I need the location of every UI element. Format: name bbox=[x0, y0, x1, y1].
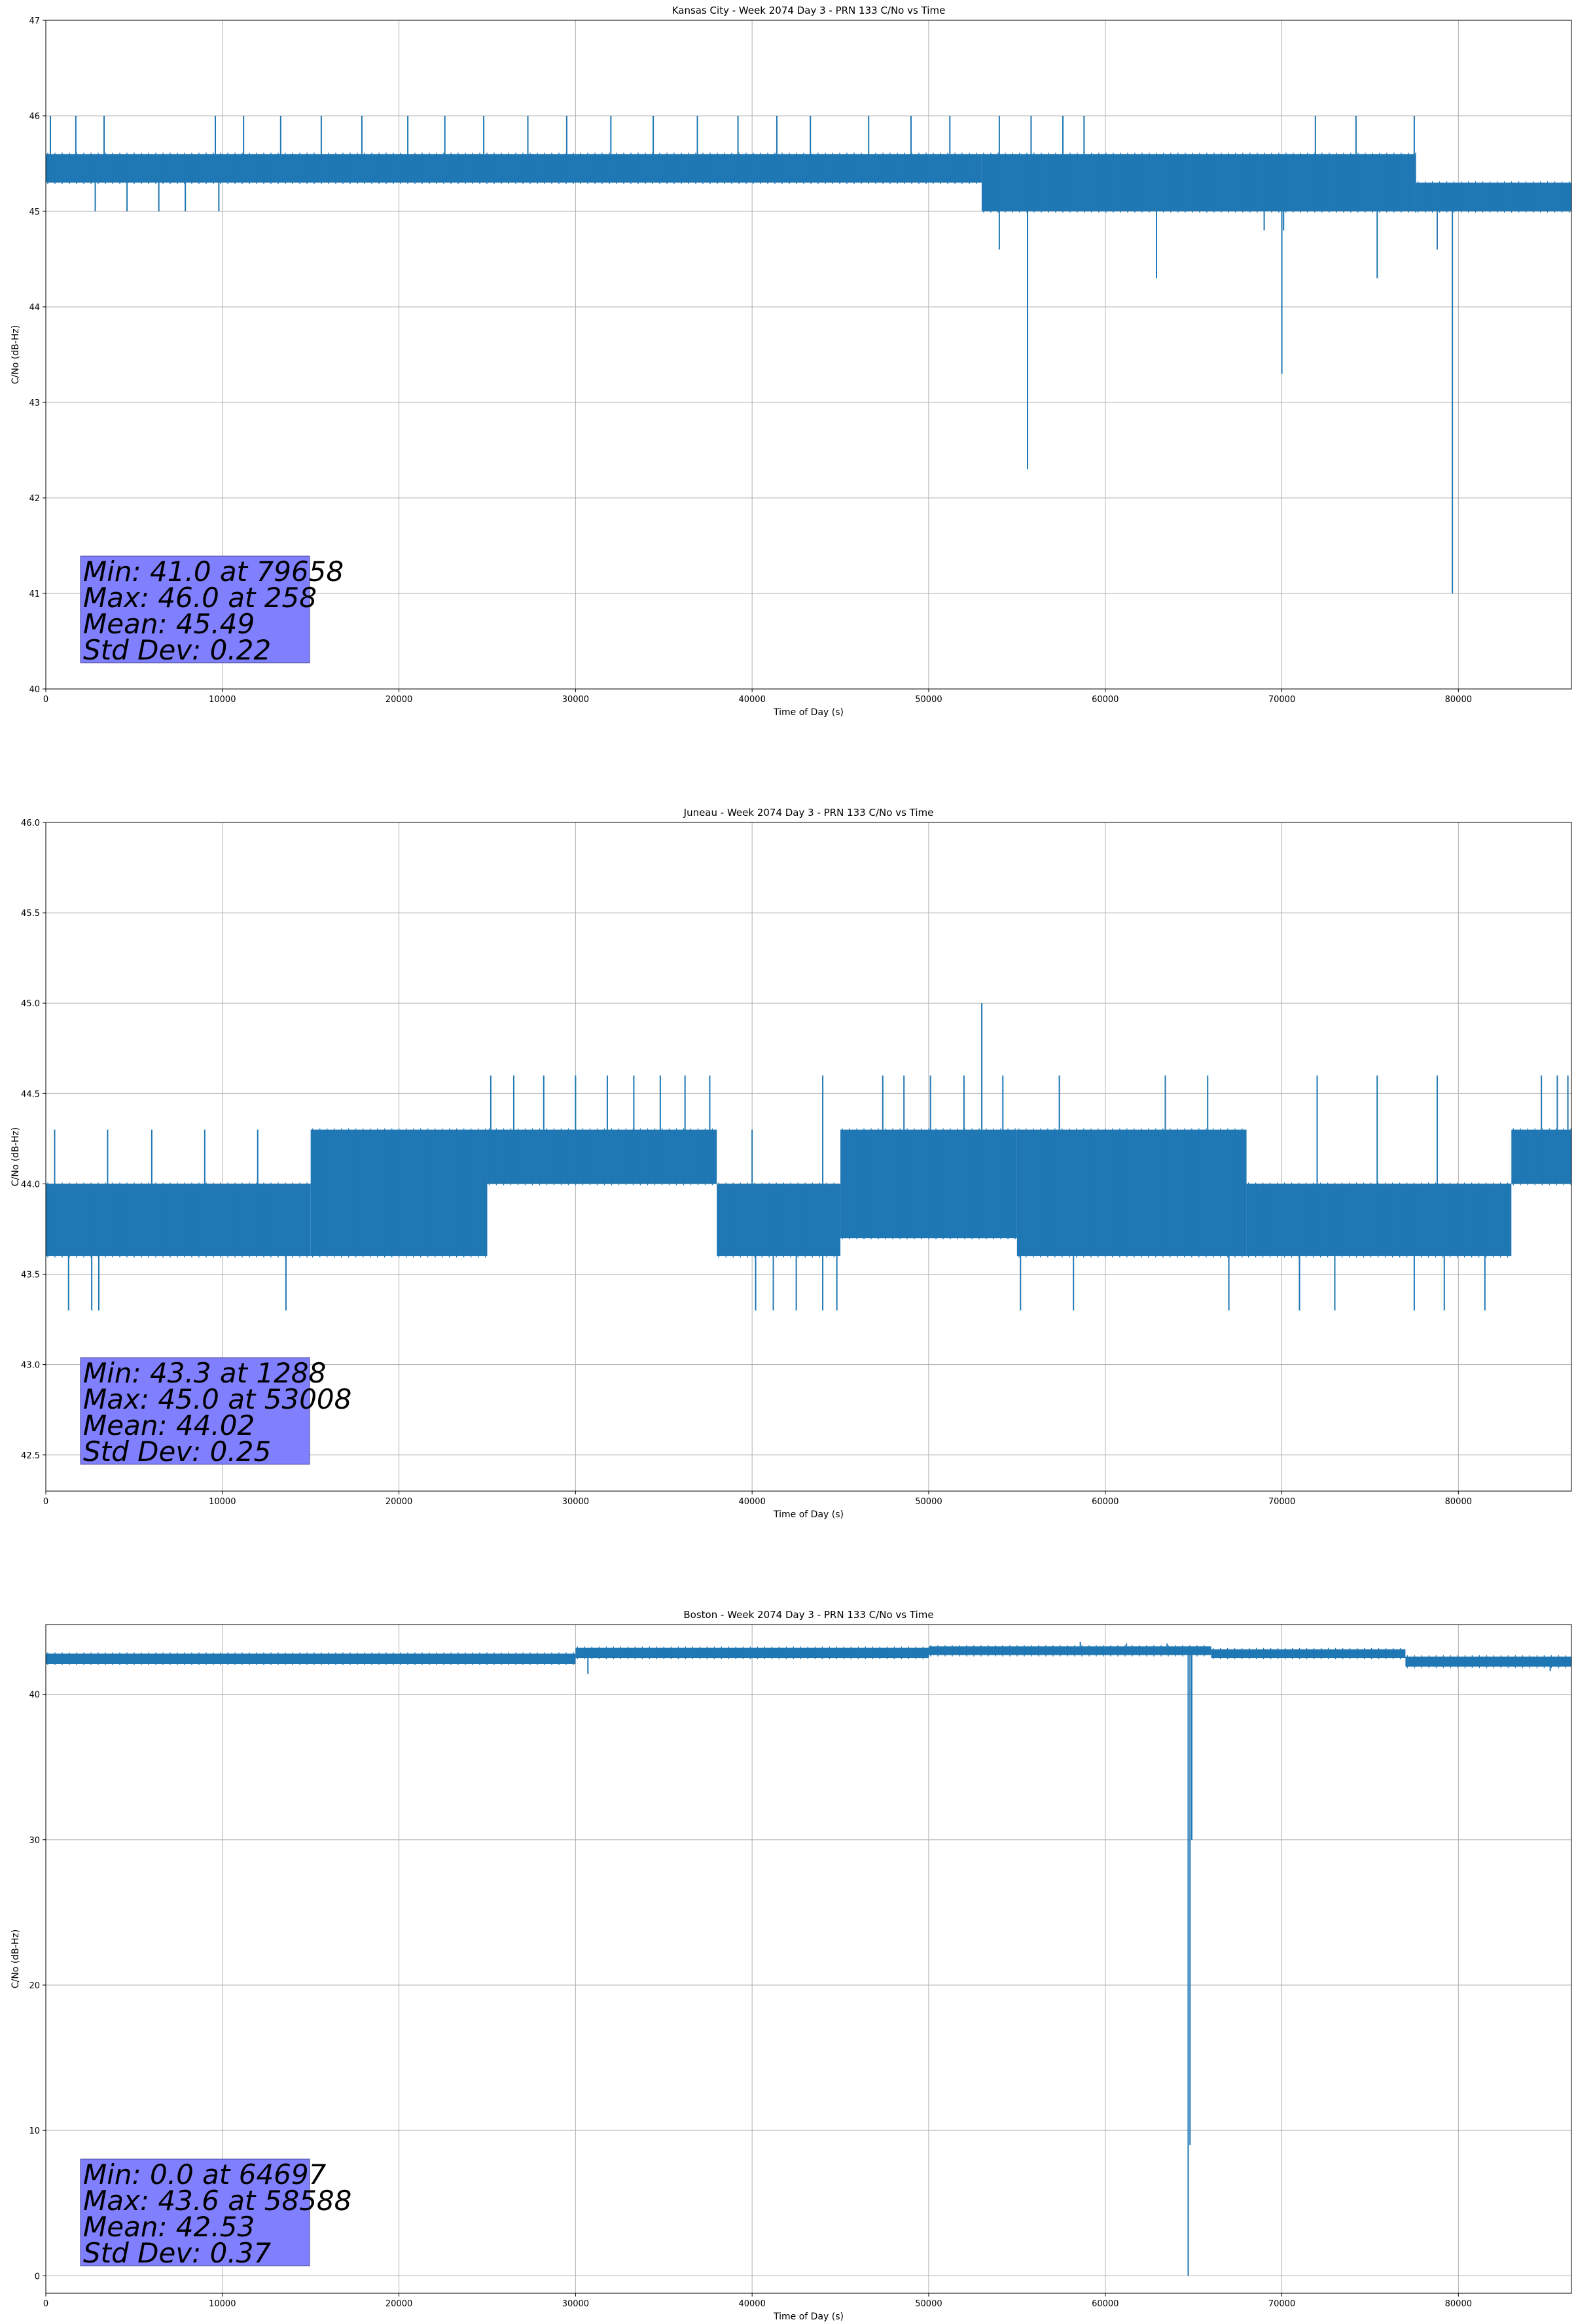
series-band bbox=[1405, 1656, 1571, 1667]
series-band bbox=[46, 1184, 311, 1256]
x-tick-label: 0 bbox=[43, 695, 48, 705]
x-axis-label: Time of Day (s) bbox=[773, 1509, 844, 1520]
x-tick-label: 50000 bbox=[915, 2299, 942, 2309]
stats-line: Mean: 44.02 bbox=[83, 1409, 255, 1441]
x-tick-label: 60000 bbox=[1092, 695, 1119, 705]
y-tick-label: 43 bbox=[29, 398, 40, 408]
series-band bbox=[1416, 183, 1571, 211]
y-tick-label: 45 bbox=[29, 207, 40, 217]
stats-box bbox=[80, 2158, 310, 2266]
y-tick-label: 42 bbox=[29, 494, 40, 504]
y-tick-label: 43.5 bbox=[21, 1271, 40, 1280]
x-tick-label: 30000 bbox=[562, 2299, 589, 2309]
x-tick-label: 20000 bbox=[385, 1497, 412, 1507]
stats-line: Std Dev: 0.37 bbox=[83, 2237, 271, 2269]
y-axis-label: C/No (dB-Hz) bbox=[10, 1929, 21, 1988]
x-tick-label: 70000 bbox=[1268, 1497, 1295, 1507]
x-tick-label: 10000 bbox=[209, 1497, 236, 1507]
series-band bbox=[928, 1646, 1211, 1655]
chart-title: Boston - Week 2074 Day 3 - PRN 133 C/No … bbox=[683, 1609, 933, 1621]
x-tick-label: 30000 bbox=[562, 695, 589, 705]
stats-box bbox=[80, 1357, 310, 1465]
series-band bbox=[1246, 1184, 1512, 1256]
x-axis-label: Time of Day (s) bbox=[773, 707, 844, 718]
y-tick-label: 40 bbox=[29, 685, 40, 695]
chart-panel-2: 0 10000 20000 30000 40000 50000 60000 70000 8000… bbox=[10, 807, 1572, 1520]
y-tick-label: 46.0 bbox=[21, 819, 40, 828]
x-tick-label: 20000 bbox=[385, 2299, 412, 2309]
x-tick-label: 70000 bbox=[1268, 2299, 1295, 2309]
stats-line: Std Dev: 0.22 bbox=[83, 634, 271, 666]
series-line bbox=[46, 1003, 1571, 1311]
stats-line: Min: 41.0 at 79658 bbox=[83, 555, 344, 588]
y-tick-label: 44 bbox=[29, 303, 40, 313]
y-tick-label: 20 bbox=[29, 1981, 40, 1991]
y-tick-label: 44.5 bbox=[21, 1089, 40, 1099]
x-tick-label: 50000 bbox=[915, 695, 942, 705]
plot-frame bbox=[45, 1624, 1572, 2294]
stats-line: Std Dev: 0.25 bbox=[83, 1435, 271, 1468]
x-tick-label: 0 bbox=[43, 1497, 48, 1507]
x-tick-label: 60000 bbox=[1092, 2299, 1119, 2309]
stats-line: Min: 0.0 at 64697 bbox=[83, 2158, 327, 2191]
chart-title: Kansas City - Week 2074 Day 3 - PRN 133 … bbox=[672, 5, 946, 16]
plot-frame bbox=[45, 20, 1572, 690]
series-band bbox=[1016, 1129, 1247, 1256]
x-tick-label: 80000 bbox=[1445, 2299, 1472, 2309]
y-tick-label: 40 bbox=[29, 1691, 40, 1700]
y-tick-label: 41 bbox=[29, 590, 40, 599]
stats-line: Min: 43.3 at 1288 bbox=[83, 1357, 326, 1389]
y-axis-label: C/No (dB-Hz) bbox=[10, 1127, 21, 1186]
series-line bbox=[46, 1642, 1571, 2276]
stats-line: Mean: 42.53 bbox=[83, 2211, 255, 2243]
plot-frame bbox=[45, 822, 1572, 1492]
series-band bbox=[1511, 1129, 1571, 1184]
y-tick-label: 30 bbox=[29, 1836, 40, 1846]
x-tick-label: 10000 bbox=[209, 2299, 236, 2309]
y-tick-label: 43.0 bbox=[21, 1361, 40, 1371]
stats-line: Max: 46.0 at 258 bbox=[83, 582, 317, 614]
y-axis-label: C/No (dB-Hz) bbox=[10, 325, 21, 384]
chart-panel-1: 0 10000 20000 30000 40000 50000 60000 70000 8000… bbox=[10, 5, 1572, 718]
x-tick-label: 0 bbox=[43, 2299, 48, 2309]
y-tick-label: 45.0 bbox=[21, 999, 40, 1009]
chart-title: Juneau - Week 2074 Day 3 - PRN 133 C/No … bbox=[683, 807, 934, 819]
x-tick-label: 40000 bbox=[738, 2299, 765, 2309]
x-tick-label: 30000 bbox=[562, 1497, 589, 1507]
y-tick-label: 46 bbox=[29, 112, 40, 122]
x-tick-label: 40000 bbox=[738, 695, 765, 705]
series-band bbox=[717, 1184, 841, 1256]
x-tick-label: 20000 bbox=[385, 695, 412, 705]
x-axis-label: Time of Day (s) bbox=[773, 2312, 844, 2321]
y-tick-label: 47 bbox=[29, 16, 40, 26]
y-tick-label: 10 bbox=[29, 2126, 40, 2136]
stats-line: Mean: 45.49 bbox=[83, 608, 255, 640]
series-band bbox=[1211, 1649, 1406, 1659]
x-tick-label: 50000 bbox=[915, 1497, 942, 1507]
x-tick-label: 70000 bbox=[1268, 695, 1295, 705]
series-band bbox=[46, 1653, 576, 1664]
y-tick-label: 44.0 bbox=[21, 1180, 40, 1189]
stats-line: Max: 45.0 at 53008 bbox=[83, 1383, 351, 1415]
y-tick-label: 42.5 bbox=[21, 1451, 40, 1461]
series-line bbox=[46, 116, 1571, 593]
chart-panel-3: 0 10000 20000 30000 40000 50000 60000 70000 8000… bbox=[10, 1609, 1572, 2322]
y-tick-label: 45.5 bbox=[21, 909, 40, 919]
stats-line: Max: 43.6 at 58588 bbox=[83, 2185, 351, 2217]
series-band bbox=[487, 1129, 717, 1184]
y-tick-label: 0 bbox=[35, 2272, 40, 2281]
series-band bbox=[575, 1647, 929, 1659]
x-tick-label: 60000 bbox=[1092, 1497, 1119, 1507]
x-tick-label: 40000 bbox=[738, 1497, 765, 1507]
x-tick-label: 80000 bbox=[1445, 1497, 1472, 1507]
series-band bbox=[46, 154, 982, 183]
stats-box bbox=[80, 555, 310, 663]
x-tick-label: 10000 bbox=[209, 695, 236, 705]
x-tick-label: 80000 bbox=[1445, 695, 1472, 705]
